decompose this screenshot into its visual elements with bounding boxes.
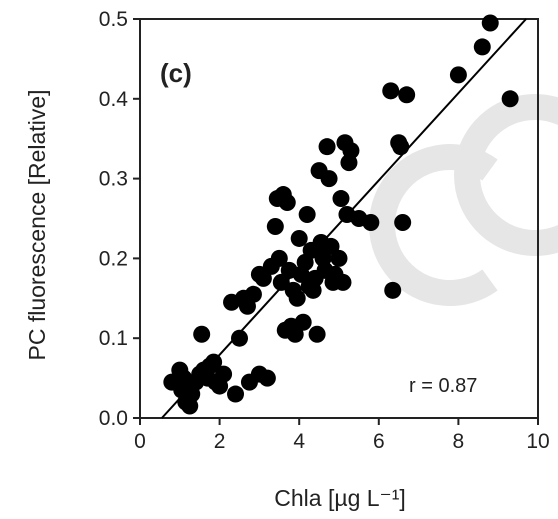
data-point [342, 142, 360, 160]
correlation-annotation: r = 0.87 [409, 375, 477, 397]
data-point [205, 353, 223, 371]
x-tick-label: 6 [373, 430, 385, 453]
watermark-arc-left [369, 144, 498, 306]
data-point [308, 325, 326, 343]
x-axis-title: Chla [µg L⁻¹] [274, 485, 406, 511]
data-point [322, 237, 340, 255]
plot-frame [139, 18, 539, 419]
data-point [266, 217, 284, 235]
x-tick-label: 2 [214, 430, 226, 453]
data-point [382, 82, 400, 100]
data-point [481, 14, 499, 32]
watermark-arc-right [454, 94, 558, 256]
data-point [298, 206, 316, 224]
data-point [398, 86, 416, 104]
data-point [332, 190, 350, 208]
x-tick-label: 8 [453, 430, 465, 453]
y-tick-label: 0.0 [99, 407, 128, 430]
x-tick-label: 10 [526, 430, 549, 453]
data-point [288, 289, 306, 307]
data-point [244, 285, 262, 303]
data-point [501, 90, 519, 108]
data-point [318, 138, 336, 156]
y-tick-label: 0.3 [99, 168, 128, 191]
watermark [369, 94, 558, 306]
x-tick-label: 4 [293, 430, 305, 453]
data-point [193, 325, 211, 343]
data-point [473, 38, 491, 56]
x-tick-label: 0 [134, 430, 146, 453]
data-point [272, 273, 290, 291]
data-point [384, 281, 402, 299]
chart-text: (c) r = 0.87 Chla [µg L⁻¹] PC fluorescen… [24, 58, 477, 511]
data-point [231, 329, 248, 347]
data-point [286, 325, 304, 343]
data-point [394, 213, 412, 231]
data-point [215, 365, 233, 383]
data-point [334, 273, 352, 291]
data-point [278, 194, 296, 212]
data-point [362, 213, 380, 231]
y-tick-label: 0.1 [99, 327, 128, 350]
plot-area: 0 2 4 6 8 10 0.0 0.1 0.2 0.3 0.4 0.5 [99, 8, 550, 453]
y-tick-label: 0.5 [99, 8, 128, 31]
y-axis-title: PC fluorescence [Relative] [24, 89, 50, 360]
y-tick-label: 0.4 [99, 88, 129, 111]
data-point [254, 269, 272, 287]
panel-label: (c) [160, 58, 192, 88]
data-point [330, 249, 348, 267]
data-point [449, 66, 467, 84]
data-point [290, 229, 308, 247]
data-point [270, 249, 288, 267]
data-point [227, 385, 245, 403]
y-tick-label: 0.2 [99, 247, 128, 270]
data-point [258, 369, 276, 387]
data-point [294, 313, 312, 331]
data-point [320, 170, 338, 188]
data-point [392, 138, 410, 156]
